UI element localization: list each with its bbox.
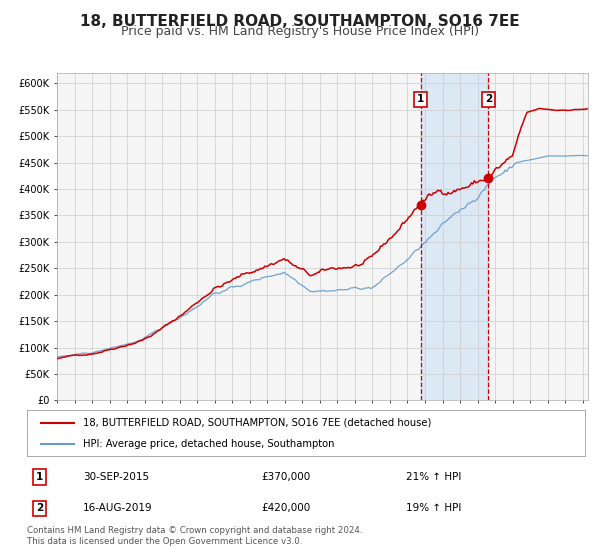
Text: £420,000: £420,000 bbox=[262, 503, 311, 514]
Text: HPI: Average price, detached house, Southampton: HPI: Average price, detached house, Sout… bbox=[83, 439, 334, 449]
Text: 21% ↑ HPI: 21% ↑ HPI bbox=[406, 472, 462, 482]
Text: £370,000: £370,000 bbox=[262, 472, 311, 482]
Text: 1: 1 bbox=[417, 94, 424, 104]
Text: Price paid vs. HM Land Registry's House Price Index (HPI): Price paid vs. HM Land Registry's House … bbox=[121, 25, 479, 38]
Text: 1: 1 bbox=[35, 472, 43, 482]
Text: 18, BUTTERFIELD ROAD, SOUTHAMPTON, SO16 7EE (detached house): 18, BUTTERFIELD ROAD, SOUTHAMPTON, SO16 … bbox=[83, 418, 431, 428]
Text: 19% ↑ HPI: 19% ↑ HPI bbox=[406, 503, 462, 514]
Text: Contains HM Land Registry data © Crown copyright and database right 2024.
This d: Contains HM Land Registry data © Crown c… bbox=[27, 526, 362, 546]
Text: 30-SEP-2015: 30-SEP-2015 bbox=[83, 472, 149, 482]
Text: 2: 2 bbox=[35, 503, 43, 514]
Text: 18, BUTTERFIELD ROAD, SOUTHAMPTON, SO16 7EE: 18, BUTTERFIELD ROAD, SOUTHAMPTON, SO16 … bbox=[80, 14, 520, 29]
Text: 16-AUG-2019: 16-AUG-2019 bbox=[83, 503, 152, 514]
Text: 2: 2 bbox=[485, 94, 492, 104]
Bar bbox=[421, 73, 488, 400]
